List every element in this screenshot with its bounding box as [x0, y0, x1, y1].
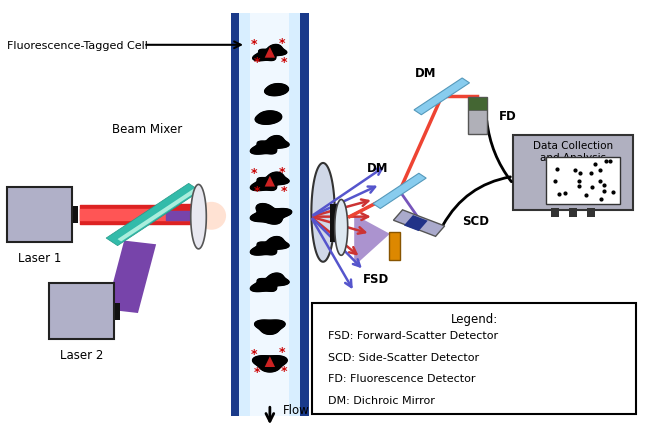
Point [574, 183, 584, 190]
Text: DM: DM [367, 161, 389, 174]
Text: *: * [254, 185, 260, 198]
Point [596, 196, 606, 203]
Text: Legend:: Legend: [450, 312, 498, 325]
Text: Laser 2: Laser 2 [60, 348, 103, 361]
Bar [330, 204, 340, 243]
Point [587, 184, 597, 191]
Text: Flow: Flow [283, 402, 309, 416]
Text: SCD: SCD [463, 215, 489, 228]
Polygon shape [335, 200, 348, 256]
Point [590, 161, 601, 168]
Polygon shape [250, 136, 289, 155]
Point [608, 190, 619, 197]
Ellipse shape [197, 203, 226, 230]
Polygon shape [373, 174, 426, 209]
Bar [513, 136, 633, 211]
Polygon shape [118, 188, 199, 242]
Point [595, 167, 606, 174]
Bar [239, 14, 300, 416]
Text: *: * [250, 167, 257, 180]
Polygon shape [250, 273, 289, 292]
Polygon shape [255, 320, 285, 335]
Bar [551, 209, 559, 217]
Text: DM: DM [415, 67, 436, 80]
Polygon shape [190, 185, 206, 249]
Polygon shape [250, 237, 289, 255]
Text: Beam Mixer: Beam Mixer [112, 123, 182, 136]
Point [586, 170, 597, 177]
Polygon shape [253, 45, 287, 61]
Point [601, 158, 611, 165]
Point [575, 170, 585, 177]
Point [581, 192, 592, 199]
Polygon shape [250, 204, 292, 224]
Polygon shape [253, 356, 287, 372]
Point [599, 182, 609, 189]
Text: FSD: FSD [363, 273, 389, 286]
Polygon shape [354, 215, 390, 267]
Point [569, 167, 580, 174]
Polygon shape [414, 79, 469, 116]
Text: *: * [278, 346, 285, 359]
Text: Laser 1: Laser 1 [18, 252, 61, 264]
Polygon shape [265, 176, 275, 187]
Bar [389, 232, 400, 260]
Polygon shape [404, 215, 428, 232]
Polygon shape [265, 356, 275, 367]
Bar [545, 157, 620, 204]
Point [605, 158, 616, 165]
Bar [469, 98, 486, 111]
Polygon shape [265, 48, 275, 58]
Bar [312, 303, 636, 415]
Bar [112, 303, 120, 320]
Bar [7, 187, 72, 243]
Text: FD: FD [499, 110, 517, 123]
Text: *: * [250, 347, 257, 360]
Text: *: * [278, 37, 285, 50]
Bar [49, 283, 114, 339]
Bar [587, 209, 595, 217]
Point [594, 178, 604, 185]
Polygon shape [265, 84, 289, 96]
Point [554, 191, 564, 198]
Text: FD: Fluorescence Detector: FD: Fluorescence Detector [328, 374, 476, 384]
Point [552, 166, 562, 173]
Text: *: * [254, 365, 260, 378]
Bar [569, 209, 577, 217]
Bar [231, 14, 309, 416]
Bar [70, 207, 78, 223]
Text: DM: Dichroic Mirror: DM: Dichroic Mirror [328, 395, 435, 405]
Point [574, 178, 584, 185]
Polygon shape [250, 173, 289, 191]
Polygon shape [393, 210, 445, 237]
Bar [469, 98, 486, 135]
Polygon shape [106, 184, 200, 246]
Point [550, 178, 560, 185]
Text: *: * [281, 364, 287, 377]
Polygon shape [311, 163, 335, 262]
Text: *: * [250, 38, 257, 51]
Text: Data Collection
and Analysis: Data Collection and Analysis [533, 141, 613, 163]
Text: *: * [281, 55, 287, 68]
Point [560, 190, 571, 197]
Text: *: * [278, 166, 285, 178]
Text: Fluorescence-Tagged Cell: Fluorescence-Tagged Cell [7, 41, 148, 51]
Text: SCD: Side-Scatter Detector: SCD: Side-Scatter Detector [328, 352, 479, 362]
Polygon shape [106, 241, 156, 313]
Text: *: * [281, 184, 287, 197]
Text: FSD: Forward-Scatter Detector: FSD: Forward-Scatter Detector [328, 331, 499, 341]
Polygon shape [255, 112, 281, 125]
Point [599, 188, 609, 195]
Bar [250, 14, 289, 416]
Text: *: * [254, 56, 260, 69]
